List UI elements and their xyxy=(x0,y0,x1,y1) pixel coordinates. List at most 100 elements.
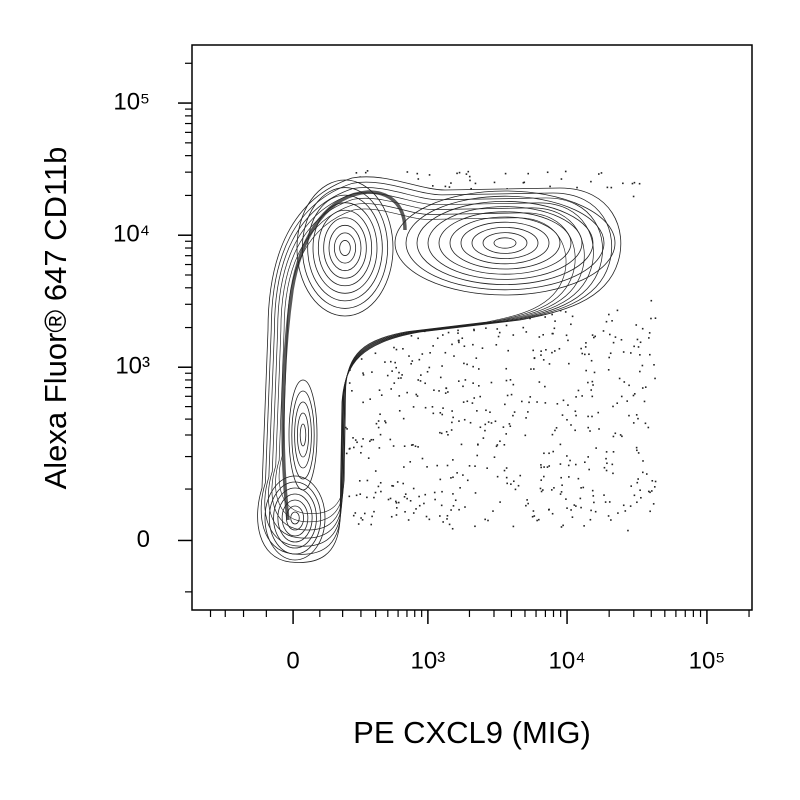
event xyxy=(470,187,472,190)
event xyxy=(369,440,371,443)
event xyxy=(458,508,460,511)
event xyxy=(584,353,586,356)
event xyxy=(366,479,369,482)
event xyxy=(566,418,568,421)
contour xyxy=(290,511,300,525)
event xyxy=(628,414,630,417)
event xyxy=(527,172,530,175)
event xyxy=(348,495,351,498)
contour xyxy=(294,401,312,469)
event xyxy=(590,509,592,512)
y-tick-label: 10⁴ xyxy=(113,221,150,248)
event xyxy=(453,355,455,357)
x-tick-label: 10⁵ xyxy=(689,647,726,674)
event xyxy=(463,418,466,421)
event xyxy=(543,466,545,468)
event xyxy=(398,395,401,397)
event xyxy=(447,433,449,436)
event xyxy=(627,529,629,532)
event xyxy=(626,400,629,402)
event xyxy=(540,479,543,481)
event xyxy=(466,400,469,403)
event xyxy=(564,170,567,173)
event xyxy=(556,403,559,405)
event xyxy=(591,415,593,418)
event xyxy=(457,332,459,334)
event xyxy=(510,393,513,396)
event xyxy=(644,422,647,425)
event xyxy=(579,497,582,500)
event xyxy=(495,344,498,346)
event xyxy=(464,506,466,508)
event xyxy=(513,411,516,413)
event xyxy=(506,394,509,397)
event xyxy=(505,467,508,469)
event xyxy=(484,518,486,521)
event xyxy=(498,331,501,334)
event xyxy=(641,387,644,389)
event xyxy=(618,377,621,380)
event xyxy=(569,459,571,462)
event xyxy=(386,374,389,377)
event xyxy=(605,320,608,323)
event xyxy=(629,352,632,354)
event xyxy=(649,353,651,356)
event xyxy=(409,461,412,463)
contour xyxy=(317,209,373,287)
event xyxy=(452,505,455,507)
event xyxy=(504,403,506,406)
event xyxy=(495,445,498,448)
event xyxy=(419,380,422,382)
event xyxy=(590,389,593,391)
event xyxy=(538,336,541,338)
event xyxy=(377,426,380,429)
event xyxy=(637,478,639,480)
event xyxy=(598,428,600,430)
event xyxy=(620,338,623,341)
event xyxy=(354,512,357,514)
event xyxy=(593,501,595,504)
event xyxy=(560,491,563,493)
event xyxy=(479,395,482,398)
event xyxy=(639,370,641,373)
event xyxy=(391,370,393,372)
event xyxy=(619,434,622,436)
event xyxy=(527,411,529,413)
event xyxy=(409,499,412,502)
event xyxy=(396,481,399,483)
event xyxy=(643,400,646,403)
event xyxy=(603,494,605,496)
event xyxy=(403,445,406,447)
event xyxy=(458,171,461,174)
event xyxy=(462,385,464,388)
event xyxy=(566,507,568,509)
event xyxy=(551,332,554,335)
event xyxy=(566,455,568,457)
event xyxy=(575,396,577,398)
event xyxy=(403,495,406,498)
event xyxy=(448,523,451,526)
contour xyxy=(296,179,394,317)
event xyxy=(454,499,457,502)
event xyxy=(402,347,404,350)
event xyxy=(395,514,398,516)
event xyxy=(358,480,361,482)
contour xyxy=(482,232,528,254)
event xyxy=(496,328,499,330)
event xyxy=(497,335,500,338)
event xyxy=(509,425,512,428)
event xyxy=(486,467,488,469)
event xyxy=(469,179,471,182)
event xyxy=(502,426,505,428)
event xyxy=(438,390,440,392)
event xyxy=(581,352,584,355)
event xyxy=(616,309,619,312)
event xyxy=(379,433,382,436)
event xyxy=(424,493,427,496)
event xyxy=(580,506,582,509)
event xyxy=(524,434,527,437)
contour xyxy=(405,195,605,291)
event xyxy=(456,172,458,175)
event xyxy=(560,178,563,180)
event xyxy=(623,381,626,383)
